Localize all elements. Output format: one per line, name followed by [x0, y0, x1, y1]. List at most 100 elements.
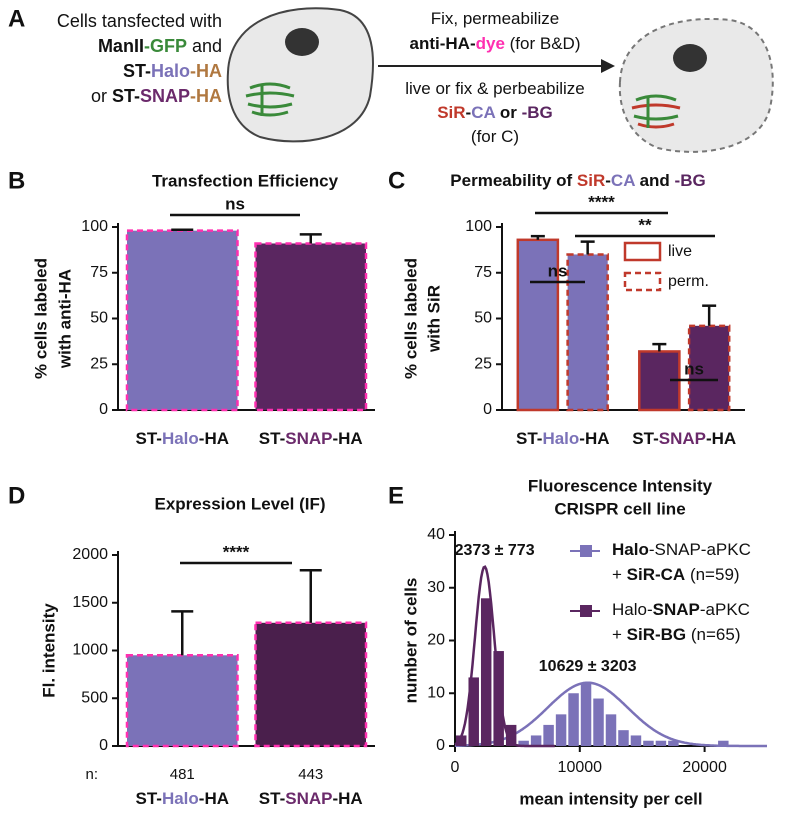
error-bar: [171, 228, 194, 231]
hist-bar: [568, 693, 579, 746]
hist-bar: [505, 724, 517, 746]
x-axis-label: mean intensity per cell: [519, 789, 702, 808]
error-bar: [530, 234, 545, 240]
step-text: live or fix & perbeabilize: [405, 79, 585, 98]
step-text-part: SiR: [437, 103, 465, 122]
nucleus: [285, 28, 319, 56]
error-bar: [171, 610, 194, 656]
x-tick-label-part: -HA: [199, 789, 229, 808]
hist-bar: [518, 740, 529, 746]
hist-bar: [630, 735, 642, 746]
y-tick-label: 75: [474, 264, 492, 281]
legend-label: Halo-SNAP-aPKC: [612, 600, 750, 619]
step-text: SiR-CA or -BG: [437, 103, 553, 122]
y-axis-label: number of cells: [401, 578, 420, 704]
step-text-part: dye: [476, 34, 505, 53]
legend-label: live: [668, 243, 692, 260]
chart-title-part: -BG: [675, 171, 706, 190]
chart-title-part: SiR: [577, 171, 605, 190]
hist-bar: [605, 714, 617, 746]
step-text: anti-HA-dye (for B&D): [410, 34, 581, 53]
error-bar: [652, 342, 667, 352]
chart-title: Fluorescence Intensity: [528, 476, 713, 495]
y-tick-label: 0: [99, 737, 108, 754]
x-tick-label: ST-Halo-HA: [135, 789, 229, 808]
n-label: n:: [85, 766, 98, 783]
bar: [254, 621, 368, 748]
x-tick-label-part: Halo: [542, 429, 579, 448]
step-text-part: -BG: [522, 103, 553, 122]
legend-swatch: [623, 271, 662, 292]
x-tick-label: 0: [451, 759, 460, 776]
y-axis-label: % cells labeled: [31, 258, 50, 379]
fit-label: 10629 ± 3203: [539, 658, 637, 675]
bar: [125, 229, 239, 412]
x-tick-label-part: -HA: [332, 429, 362, 448]
panel-letter: D: [8, 482, 25, 509]
chart-title-part: -: [605, 171, 611, 190]
significance-label: ns: [548, 261, 568, 280]
y-axis-label: with anti-HA: [55, 269, 74, 369]
hist-bar: [530, 735, 542, 746]
x-tick-label: ST-Halo-HA: [516, 429, 610, 448]
cell-text: Cells tansfected with: [57, 11, 222, 31]
legend-swatch: [623, 241, 662, 262]
cell-text-part: ManII: [98, 36, 144, 56]
x-tick-label-part: SNAP: [285, 789, 332, 808]
y-tick-label: 2000: [72, 546, 108, 563]
step-text: Fix, permeabilize: [431, 9, 560, 28]
x-tick-label: ST-Halo-HA: [135, 429, 229, 448]
step-text-part: (for C): [471, 127, 519, 146]
cell-right: [618, 18, 774, 153]
y-tick-label: 500: [81, 689, 108, 706]
y-axis-label: % cells labeled: [401, 258, 420, 379]
legend-label-part: SiR-CA: [627, 565, 686, 584]
step-text-part: anti-HA-: [410, 34, 476, 53]
error-bar: [299, 233, 322, 244]
cell-text-part: or: [91, 86, 112, 106]
legend-label-part: Halo-: [612, 600, 653, 619]
hist-bar: [668, 740, 679, 746]
n-value: 481: [170, 766, 195, 783]
step-text-part: (for B&D): [505, 34, 581, 53]
error-bar: [580, 240, 595, 255]
error-bar: [702, 304, 717, 326]
y-tick-label: 0: [436, 737, 445, 754]
hist-bar: [555, 714, 567, 746]
x-tick-label-part: -HA: [332, 789, 362, 808]
cell-text-part: -HA: [190, 61, 222, 81]
significance-label: **: [638, 215, 652, 234]
n-value: 443: [298, 766, 323, 783]
bar: [687, 324, 731, 412]
legend-label-part: -SNAP-aPKC: [649, 540, 751, 559]
hist-bar: [493, 651, 504, 746]
hist-bar: [480, 598, 492, 746]
significance-label: ****: [223, 542, 250, 561]
x-tick-label-part: -HA: [579, 429, 609, 448]
y-tick-label: 30: [427, 579, 445, 596]
x-tick-label-part: ST-: [135, 789, 161, 808]
legend-label-part: Halo: [612, 540, 649, 559]
legend-label-part: SiR-BG: [627, 625, 687, 644]
hist-bar: [580, 682, 592, 746]
legend-label: perm.: [668, 273, 709, 290]
hist-bar: [618, 730, 629, 746]
bar: [254, 242, 368, 412]
step-text-part: or: [495, 103, 521, 122]
y-tick-label: 25: [90, 355, 108, 372]
step-text-part: Fix, permeabilize: [431, 9, 560, 28]
cell-text-part: and: [187, 36, 222, 56]
cell-text: ST-Halo-HA: [123, 61, 222, 81]
fit-label: 2373 ± 773: [455, 542, 535, 559]
legend-label-part: (n=65): [686, 625, 740, 644]
legend-label-part: -aPKC: [700, 600, 750, 619]
arrow-head: [601, 59, 615, 73]
legend-label: + SiR-BG (n=65): [612, 625, 741, 644]
cell-text: ManII-GFP and: [98, 36, 222, 56]
chart-title: Transfection Efficiency: [152, 171, 339, 190]
step-text-part: -: [466, 103, 472, 122]
y-tick-label: 100: [81, 218, 108, 235]
legend-marker: [580, 545, 592, 557]
legend-marker: [580, 605, 592, 617]
